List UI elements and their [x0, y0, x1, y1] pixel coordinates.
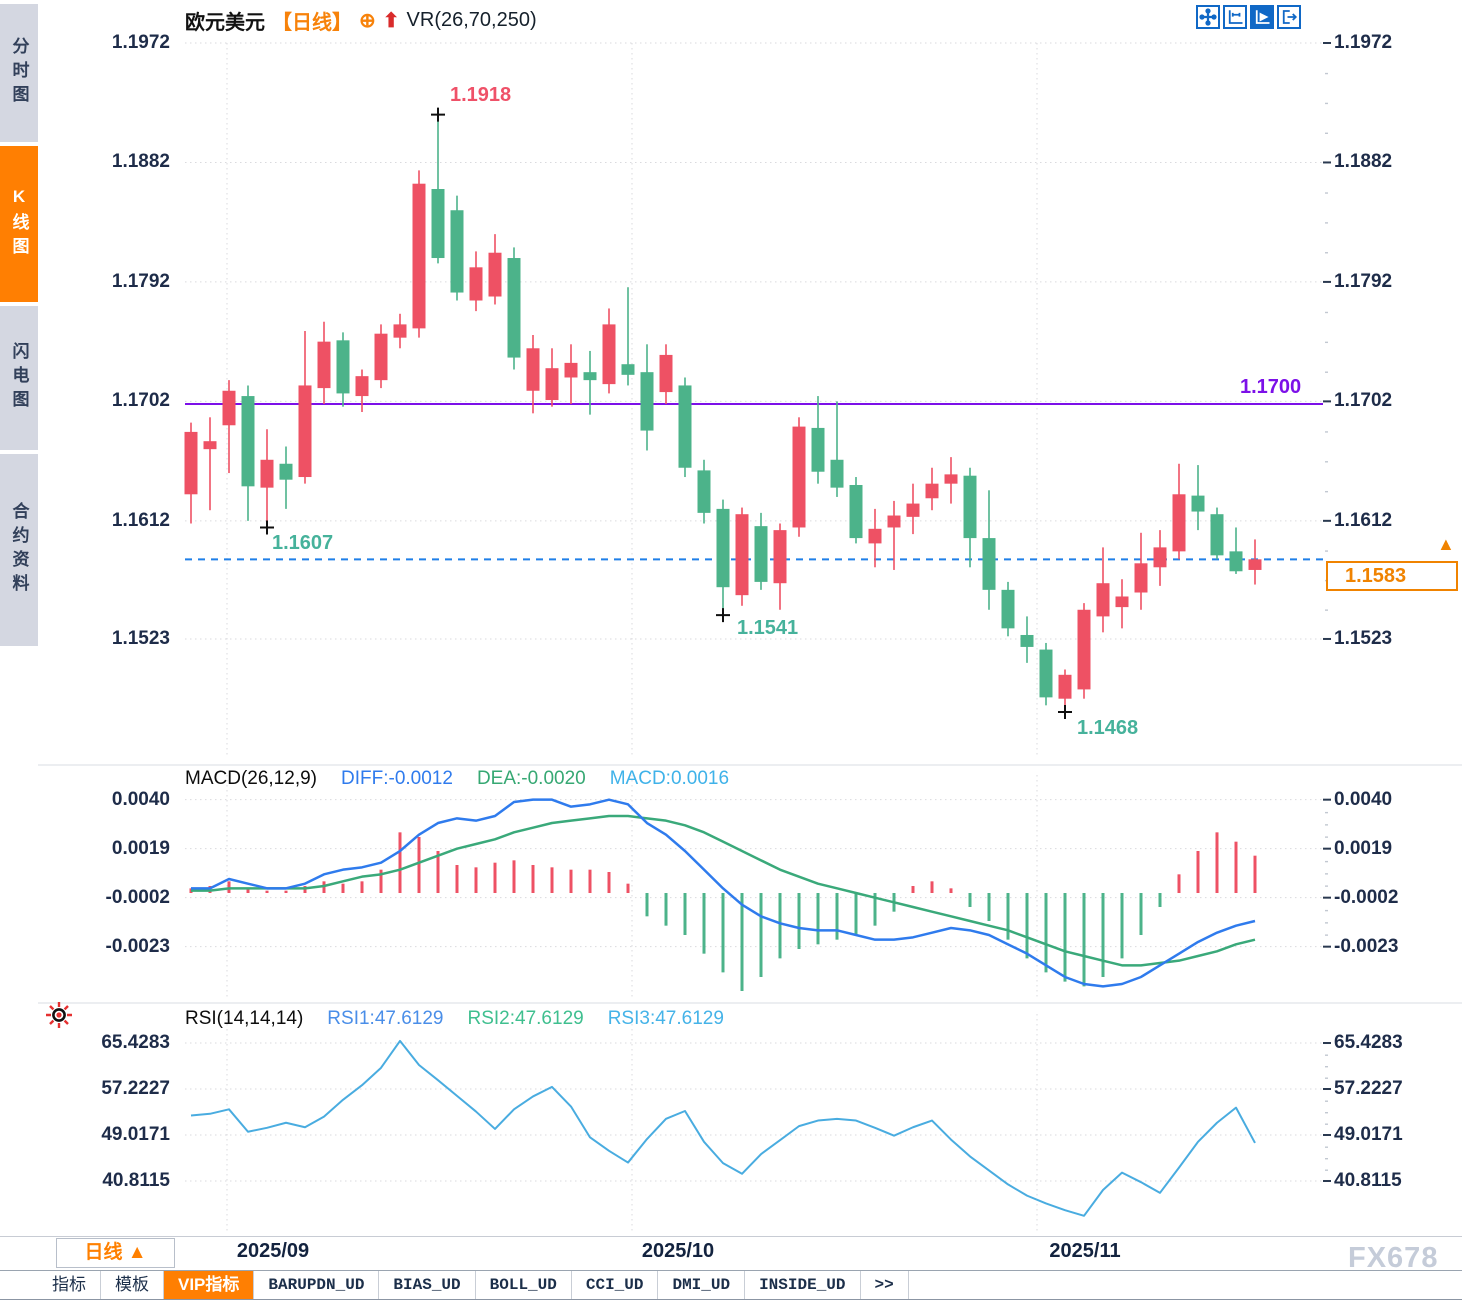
- sidebar-item-3[interactable]: 闪电图: [0, 306, 38, 450]
- y-axis-label: 0.0019: [1334, 837, 1393, 859]
- tab-barupdn_ud[interactable]: BARUPDN_UD: [254, 1271, 380, 1299]
- macd-title: MACD(26,12,9): [185, 768, 317, 789]
- buy-signal-arrow-icon: ⬆: [382, 10, 400, 32]
- y-axis-label: 1.1702: [1334, 390, 1393, 412]
- chart-toolbar: [1196, 5, 1301, 29]
- y-axis-label: 65.4283: [1334, 1032, 1403, 1053]
- y-axis-label: 1.1612: [1334, 509, 1393, 531]
- axis-play-icon[interactable]: [1250, 5, 1274, 29]
- low-price-label-1: 1.1607: [272, 532, 334, 554]
- y-axis-label: 1.1612: [111, 509, 170, 531]
- tab-dmi_ud[interactable]: DMI_UD: [658, 1271, 746, 1299]
- tab-bias_ud[interactable]: BIAS_UD: [379, 1271, 476, 1299]
- tab-inside_ud[interactable]: INSIDE_UD: [745, 1271, 861, 1299]
- x-axis-label: 2025/10: [641, 1240, 715, 1262]
- x-axis-row: [0, 1236, 1462, 1271]
- vr-indicator-label: VR(26,70,250): [406, 9, 537, 31]
- y-axis-label: 57.2227: [101, 1078, 170, 1099]
- macd-diff-value: DIFF:-0.0012: [341, 768, 453, 789]
- tab--[interactable]: 模板: [101, 1271, 164, 1299]
- y-axis-label: 65.4283: [101, 1032, 170, 1053]
- y-axis-label: -0.0023: [105, 935, 170, 957]
- y-axis-label: -0.0002: [1334, 886, 1399, 908]
- axis-scale-icon[interactable]: [1223, 5, 1247, 29]
- tab-boll_ud[interactable]: BOLL_UD: [476, 1271, 572, 1299]
- tab-vip-[interactable]: VIP指标: [164, 1271, 255, 1299]
- rsi3-value: RSI3:47.6129: [607, 1008, 724, 1029]
- y-axis-label: 1.1792: [1334, 270, 1393, 292]
- macd-dea-value: DEA:-0.0020: [476, 768, 586, 789]
- sidebar-item-2[interactable]: K线图: [0, 146, 38, 302]
- y-axis-label: 1.1882: [1334, 151, 1393, 173]
- y-axis-label: 1.1972: [111, 32, 170, 53]
- y-axis-label: 1.1882: [111, 151, 170, 173]
- exit-right-icon[interactable]: [1277, 5, 1301, 29]
- y-axis-label: 40.8115: [1334, 1169, 1402, 1191]
- rsi2-value: RSI2:47.6129: [467, 1008, 584, 1029]
- sidebar: 分时图 K线图闪电图合约资料: [0, 0, 38, 1237]
- period-tag: 【日线】: [272, 12, 352, 34]
- watermark: FX678: [1348, 1242, 1439, 1274]
- last-price-box: 1.1583: [1326, 561, 1458, 591]
- support-line-label: 1.1700: [1240, 376, 1302, 398]
- period-selector-arrow-icon: ▲: [127, 1242, 147, 1263]
- sidebar-item-1[interactable]: 分时图: [0, 4, 38, 142]
- low-price-label-2: 1.1541: [737, 617, 799, 639]
- x-axis-label: 2025/11: [1049, 1240, 1121, 1262]
- y-axis-label: -0.0002: [105, 886, 170, 908]
- low-price-label-3: 1.1468: [1077, 717, 1139, 739]
- add-indicator-icon[interactable]: ⊕: [359, 10, 376, 32]
- high-price-label: 1.1918: [450, 84, 512, 106]
- macd-header: MACD(26,12,9) DIFF:-0.0012 DEA:-0.0020 M…: [185, 768, 729, 790]
- y-axis-label: 1.1523: [111, 627, 170, 649]
- crosshair-move-icon[interactable]: [1196, 5, 1220, 29]
- macd-hist-value: MACD:0.0016: [609, 768, 730, 789]
- y-axis-label: 1.1792: [111, 270, 170, 292]
- y-axis-label: 49.0171: [101, 1124, 170, 1145]
- tab->>[interactable]: >>: [861, 1271, 909, 1299]
- y-axis-label: 0.0040: [111, 788, 170, 810]
- y-axis-label: -0.0023: [1334, 935, 1399, 957]
- y-axis-label: 1.1523: [1334, 627, 1393, 649]
- period-selector[interactable]: 日线 ▲: [56, 1238, 175, 1268]
- x-axis-label: 2025/09: [236, 1240, 310, 1262]
- last-price-arrow-icon: ▲: [1437, 534, 1455, 554]
- rsi1-value: RSI1:47.6129: [327, 1008, 444, 1029]
- y-axis-label: 1.1972: [1334, 32, 1393, 53]
- indicator-tab-bar: 指标 模板 VIP指标 BARUPDN_UD BIAS_UD BOLL_UD CCI_UD D…: [0, 1270, 1462, 1300]
- y-axis-label: 0.0019: [111, 837, 170, 859]
- period-selector-label: 日线: [84, 1242, 123, 1263]
- y-axis-label: 49.0171: [1334, 1124, 1403, 1145]
- chart-header: 欧元美元 【日线】 ⊕ ⬆ VR(26,70,250): [185, 6, 537, 35]
- sidebar-item-4[interactable]: 合约资料: [0, 454, 38, 646]
- y-axis-label: 40.8115: [102, 1169, 170, 1191]
- symbol-name: 欧元美元: [185, 12, 265, 34]
- y-axis-label: 57.2227: [1334, 1078, 1403, 1099]
- sun-indicator-icon[interactable]: [44, 1000, 74, 1030]
- y-axis-label: 0.0040: [1334, 788, 1393, 810]
- y-axis-label: 1.1702: [111, 390, 170, 412]
- rsi-header: RSI(14,14,14) RSI1:47.6129 RSI2:47.6129 …: [185, 1008, 724, 1030]
- rsi-title: RSI(14,14,14): [185, 1008, 304, 1029]
- tab--[interactable]: 指标: [38, 1271, 101, 1299]
- tab-cci_ud[interactable]: CCI_UD: [572, 1271, 659, 1299]
